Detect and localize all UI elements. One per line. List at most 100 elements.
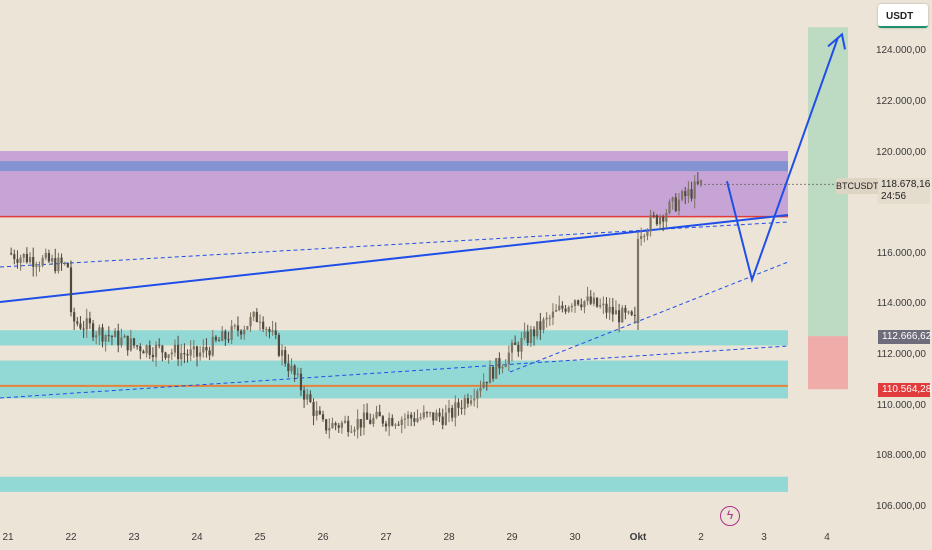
candle-body <box>318 410 321 415</box>
candle-body <box>463 398 466 409</box>
candle-body <box>589 296 592 304</box>
candle-body <box>539 321 542 330</box>
candle-body <box>85 318 88 330</box>
support-zone <box>0 330 788 346</box>
candle-body <box>82 328 85 330</box>
candle-body <box>303 390 306 400</box>
candle-body <box>117 330 120 346</box>
candle-body <box>296 373 299 375</box>
candle-body <box>416 418 419 422</box>
candle-body <box>627 311 630 313</box>
time-tick: 3 <box>761 532 767 543</box>
stop-price-label: 110.564,28 <box>878 383 931 397</box>
candle-body <box>624 307 627 313</box>
candle-body <box>51 258 54 262</box>
candle-body <box>492 366 495 379</box>
price-tick: 116.000,00 <box>876 248 926 259</box>
support-zone <box>0 360 788 399</box>
candle-body <box>161 345 164 353</box>
candle-body <box>526 331 529 343</box>
time-tick: 28 <box>443 532 455 543</box>
candle-body <box>211 336 214 356</box>
candle-body <box>347 420 350 433</box>
candle-body <box>353 429 356 432</box>
candle-body <box>614 310 618 315</box>
candle-body <box>419 417 422 419</box>
candle-body <box>88 318 91 324</box>
candle-body <box>699 179 703 184</box>
candle-body <box>469 400 473 404</box>
candle-body <box>126 335 129 351</box>
candle-body <box>640 235 643 239</box>
candle-body <box>517 344 520 352</box>
candle-body <box>268 328 271 332</box>
candle-body <box>532 329 536 337</box>
candle-body <box>460 407 463 409</box>
candle-body <box>564 308 567 312</box>
candle-body <box>406 414 410 419</box>
candle-body <box>630 311 633 315</box>
candle-body <box>504 364 507 368</box>
candle-body <box>10 253 13 255</box>
candle-body <box>151 354 154 358</box>
candle-body <box>674 197 677 211</box>
trendline-dashed <box>509 261 789 373</box>
time-tick: 25 <box>254 532 266 543</box>
candle-body <box>110 336 114 338</box>
candle-body <box>293 365 296 375</box>
candle-body <box>605 303 608 313</box>
candle-body <box>290 365 293 372</box>
currency-selector[interactable]: USDT <box>878 4 928 28</box>
candle-body <box>602 303 605 306</box>
candle-body <box>599 305 602 307</box>
flash-icon[interactable]: ϟ <box>720 506 740 526</box>
candle-body <box>580 304 583 308</box>
candle-body <box>236 325 240 331</box>
price-tick: 108.000,00 <box>875 450 926 461</box>
candle-body <box>425 412 429 414</box>
trendline-dashed <box>0 221 789 268</box>
candle-body <box>183 353 186 355</box>
candle-body <box>16 259 19 263</box>
time-tick: Okt <box>629 532 647 543</box>
candle-body <box>438 412 441 417</box>
candle-body <box>375 411 378 418</box>
candle-body <box>485 381 488 384</box>
candle-body <box>633 314 636 316</box>
time-tick: 4 <box>824 532 830 543</box>
candle-body <box>41 257 44 266</box>
trendline-dashed <box>0 345 789 399</box>
candle-body <box>306 394 309 400</box>
candle-body <box>154 344 158 358</box>
candle-body <box>693 181 696 199</box>
candle-body <box>328 428 331 431</box>
time-tick: 21 <box>2 532 14 543</box>
candle-body <box>91 323 95 338</box>
candle-countdown: 24:56 <box>881 191 907 202</box>
candle-body <box>696 181 699 184</box>
time-tick: 26 <box>317 532 329 543</box>
candle-body <box>123 335 126 338</box>
last-price-value: 118.678,16 <box>881 179 931 190</box>
candle-body <box>28 257 32 263</box>
candle-body <box>180 353 183 360</box>
candle-body <box>684 191 687 197</box>
candle-body <box>403 418 406 420</box>
candle-body <box>69 268 73 313</box>
candle-body <box>284 350 287 364</box>
candle-body <box>63 263 66 265</box>
candle-body <box>167 354 170 358</box>
candle-body <box>164 352 167 358</box>
candle-body <box>400 419 403 425</box>
candle-body <box>457 402 460 408</box>
candle-body <box>280 350 284 356</box>
support-zone <box>0 476 788 492</box>
candle-body <box>545 317 548 320</box>
candle-body <box>646 231 649 236</box>
time-tick: 27 <box>380 532 392 543</box>
candle-body <box>514 342 517 345</box>
candle-body <box>107 335 110 337</box>
candle-body <box>120 337 123 346</box>
